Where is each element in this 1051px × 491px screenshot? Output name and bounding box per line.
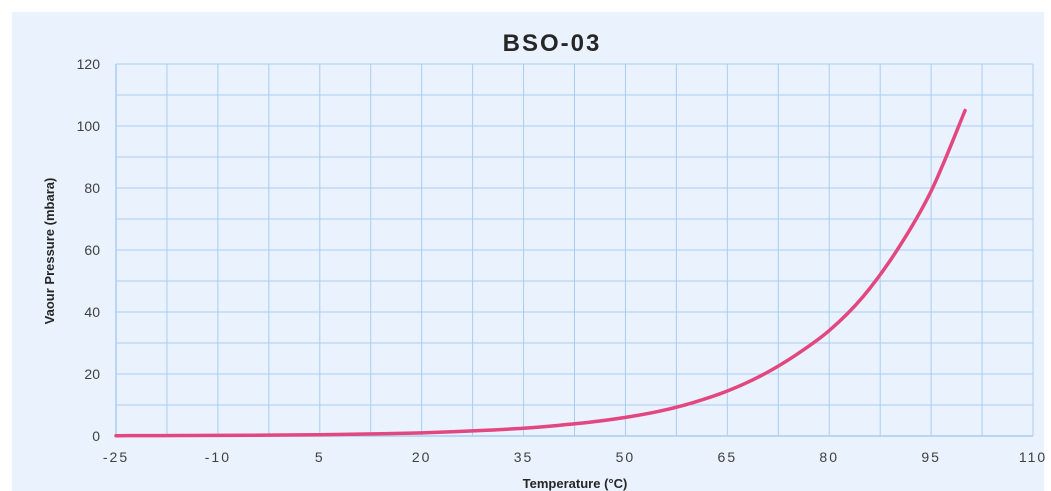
x-axis-label: Temperature (°C) [523,476,628,491]
y-tick-label: 40 [84,304,100,320]
chart-area-background [12,12,1044,491]
x-tick-label: 95 [921,449,941,465]
x-tick-label: 20 [412,449,432,465]
y-axis-label: Vaour Pressure (mbara) [42,178,57,325]
x-tick-label: 50 [616,449,636,465]
x-tick-label: 5 [315,449,325,465]
y-tick-label: 100 [77,118,101,134]
x-tick-label: 110 [1019,449,1047,465]
y-tick-label: 60 [84,242,100,258]
chart-title: BSO-03 [503,30,602,57]
y-tick-label: 20 [84,366,100,382]
plot-area: -25 -10 5 20 35 50 65 80 95 110 0 20 40 60 80 100 120 [77,56,1047,465]
x-tick-label: 35 [514,449,534,465]
x-tick-label: -25 [103,449,129,465]
x-tick-label: 65 [718,449,738,465]
y-tick-label: 120 [77,56,101,72]
y-tick-label: 0 [92,428,100,444]
y-tick-label: 80 [84,180,100,196]
series-line [114,108,967,438]
x-tick-label: -10 [205,449,231,465]
x-tick-label: 80 [819,449,839,465]
